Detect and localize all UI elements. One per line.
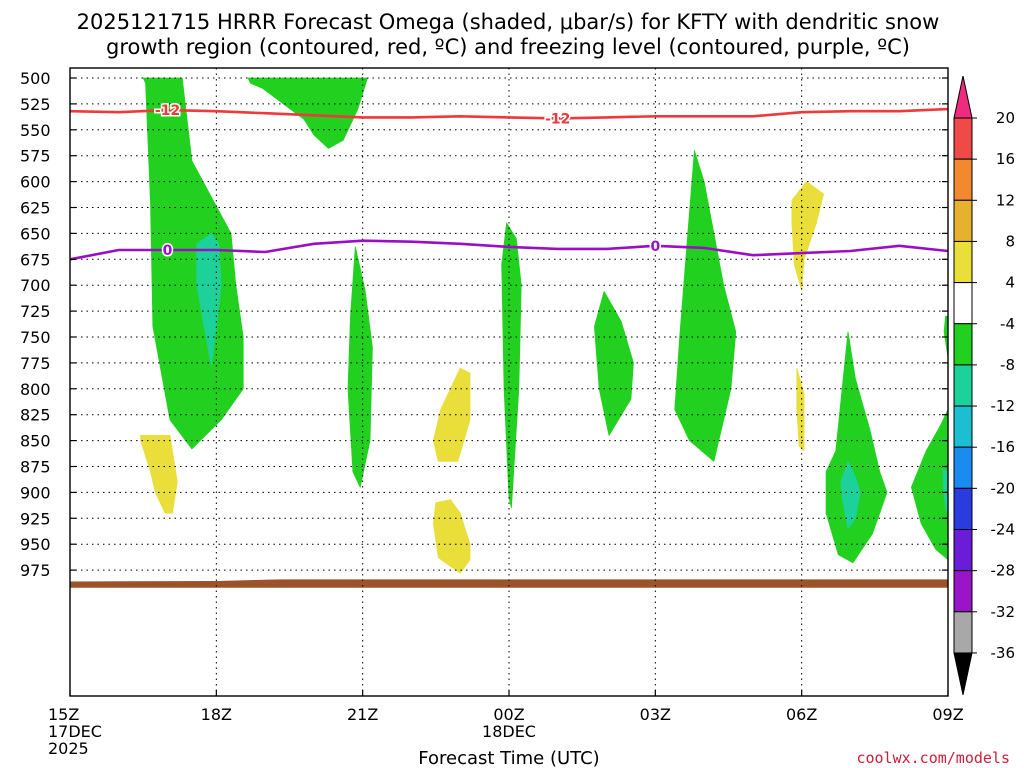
x-tick-label: 00Z — [493, 705, 524, 724]
colorbar-label: 8 — [1005, 232, 1015, 250]
x-tick-label: 15Z — [48, 705, 79, 724]
y-tick-label: 700 — [20, 276, 51, 295]
contour-line — [70, 239, 948, 261]
omega-region — [674, 150, 737, 462]
omega-region — [825, 331, 888, 564]
y-tick-label: 875 — [20, 458, 51, 477]
omega-colorbar: 20 16 12 8 4 -4 -8 -12 -16 -20 -24 -28 -32 -36 — [953, 75, 1016, 696]
y-tick-label: 600 — [20, 173, 51, 192]
y-tick-label: 525 — [20, 95, 51, 114]
omega-region — [791, 181, 824, 291]
omega-region — [840, 460, 861, 530]
contour-label: 0 — [650, 239, 660, 255]
colorbar-segment — [953, 611, 973, 654]
y-tick-label: 975 — [20, 561, 51, 580]
source-credit: coolwx.com/models — [856, 749, 1010, 767]
omega-region — [942, 469, 948, 519]
colorbar-label: -20 — [991, 479, 1016, 497]
contour-label: -12 — [155, 103, 180, 119]
terrain-band — [70, 579, 948, 588]
x-tick-label: 2025 — [48, 739, 89, 758]
colorbar-segment — [953, 405, 973, 448]
colorbar-segment — [953, 364, 973, 407]
contour-layer: -12 -12 0 0 — [70, 102, 948, 261]
x-tick-label: 09Z — [932, 705, 963, 724]
colorbar-label: 16 — [996, 150, 1015, 168]
omega-region — [196, 232, 222, 367]
plot-area: -12 -12 0 0 — [69, 67, 949, 697]
colorbar-label: -32 — [991, 603, 1016, 621]
colorbar-label: -36 — [991, 644, 1016, 662]
y-tick-label: 750 — [20, 328, 51, 347]
colorbar-bottom-arrow — [953, 652, 973, 696]
x-tick-label: 18Z — [201, 705, 232, 724]
omega-region — [247, 77, 368, 149]
colorbar-segment — [953, 117, 973, 160]
colorbar-label: 4 — [1005, 274, 1015, 292]
y-tick-label: 850 — [20, 432, 51, 451]
gridlines — [69, 68, 949, 696]
omega-region — [142, 77, 244, 450]
omega-region — [911, 409, 948, 561]
y-tick-label: 725 — [20, 302, 51, 321]
omega-region — [140, 434, 178, 514]
colorbar-segment — [953, 282, 973, 325]
colorbar-segment — [953, 570, 973, 613]
x-tick-label: 17DEC — [48, 722, 102, 741]
colorbar-label: -12 — [991, 397, 1016, 415]
y-tick-label: 575 — [20, 147, 51, 166]
x-tick-label: 18DEC — [482, 722, 536, 741]
x-tick-label: 03Z — [640, 705, 671, 724]
contour-line — [70, 107, 948, 120]
y-axis-pressure: 500 525 550 575 600 625 650 675 700 725 750 775 800 8… — [20, 69, 948, 580]
colorbar-segment — [953, 199, 973, 242]
colorbar-segment — [953, 158, 973, 201]
y-tick-label: 825 — [20, 406, 51, 425]
y-tick-label: 800 — [20, 380, 51, 399]
omega-region — [501, 222, 522, 509]
colorbar-segment — [953, 323, 973, 366]
y-tick-label: 500 — [20, 69, 51, 88]
omega-shading-layer — [140, 77, 948, 574]
omega-region — [594, 290, 634, 436]
colorbar-label: -28 — [991, 562, 1016, 580]
y-tick-label: 900 — [20, 483, 51, 502]
y-tick-label: 675 — [20, 250, 51, 269]
colorbar-segment — [953, 446, 973, 489]
chart-title-line-2: growth region (contoured, red, ºC) and f… — [106, 35, 910, 59]
y-tick-label: 650 — [20, 224, 51, 243]
y-tick-label: 950 — [20, 535, 51, 554]
y-tick-label: 625 — [20, 199, 51, 218]
colorbar-segment — [953, 240, 973, 284]
y-tick-label: 775 — [20, 354, 51, 373]
colorbar-label: 20 — [996, 109, 1015, 127]
terrain-layer — [70, 579, 948, 588]
y-tick-label: 550 — [20, 121, 51, 140]
contour-label: 0 — [163, 243, 173, 259]
contour-label: -12 — [545, 111, 570, 127]
y-tick-label: 925 — [20, 509, 51, 528]
x-tick-label: 06Z — [786, 705, 817, 724]
colorbar-label: -4 — [1000, 315, 1015, 333]
colorbar-label: -24 — [991, 521, 1016, 539]
colorbar-segment — [953, 529, 973, 572]
colorbar-label: -16 — [991, 438, 1016, 456]
x-axis-label: Forecast Time (UTC) — [418, 748, 599, 768]
x-tick-label: 21Z — [347, 705, 378, 724]
omega-region — [347, 246, 373, 488]
colorbar-label: -8 — [1000, 356, 1015, 374]
colorbar-segment — [953, 487, 973, 531]
colorbar-label: 12 — [996, 191, 1015, 209]
chart-title-line-1: 2025121715 HRRR Forecast Omega (shaded, … — [77, 10, 940, 34]
